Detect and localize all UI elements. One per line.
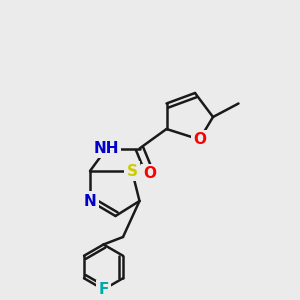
Bar — [142, 168, 158, 180]
Text: O: O — [193, 132, 206, 147]
Bar — [126, 165, 138, 177]
Bar — [192, 134, 207, 145]
Text: F: F — [98, 282, 109, 297]
Text: NH: NH — [94, 141, 119, 156]
Text: O: O — [143, 167, 157, 182]
Bar — [98, 284, 109, 295]
Text: S: S — [127, 164, 137, 178]
Bar — [97, 143, 116, 154]
Text: N: N — [84, 194, 96, 208]
Bar — [84, 195, 96, 207]
